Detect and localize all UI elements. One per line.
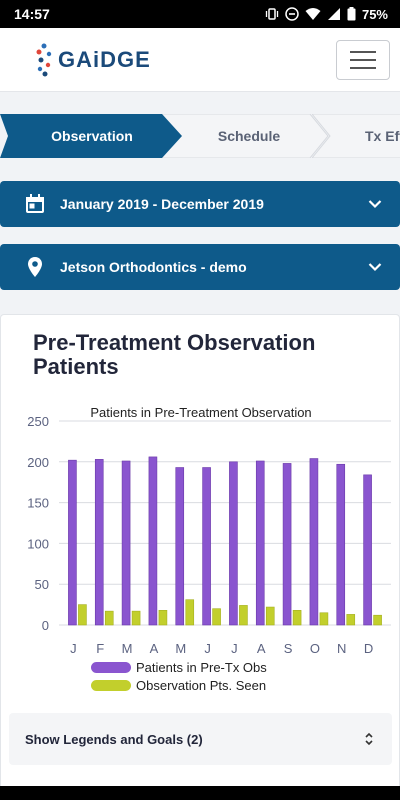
x-tick-label: F [96, 641, 104, 656]
bar-pre-tx-obs [336, 463, 346, 626]
chart-card: Pre-Treatment Observation Patients Patie… [0, 314, 400, 800]
x-tick-label: O [310, 641, 320, 656]
y-tick-label: 150 [27, 496, 49, 511]
y-tick-label: 50 [35, 577, 49, 592]
show-legends-toggle[interactable]: Show Legends and Goals (2) [9, 713, 392, 765]
battery-icon [347, 7, 356, 21]
location-value: Jetson Orthodontics - demo [60, 259, 247, 275]
bar-obs-seen [212, 608, 221, 626]
tab-label: Tx Eff [365, 128, 400, 144]
bar-obs-seen [104, 610, 114, 626]
tab-observation[interactable]: Observation [0, 114, 184, 158]
wifi-icon [305, 8, 321, 20]
logo-text: GAiDGE [58, 46, 151, 72]
bar-pre-tx-obs [68, 459, 77, 626]
tab-label: Observation [51, 128, 133, 144]
chart-title: Patients in Pre-Treatment Observation [90, 405, 311, 420]
menu-line [350, 58, 376, 61]
x-tick-label: D [364, 641, 373, 656]
chevron-down-icon [368, 200, 382, 209]
bar-obs-seen [265, 606, 275, 626]
x-tick-label: N [337, 641, 346, 656]
bar-obs-seen [346, 614, 356, 626]
x-tick-label: S [284, 641, 293, 656]
vibrate-icon [265, 8, 279, 20]
x-tick-label: M [175, 641, 186, 656]
tab-label: Schedule [217, 128, 281, 144]
legend-swatch [91, 680, 131, 691]
menu-line [350, 50, 376, 53]
x-tick-label: A [150, 641, 159, 656]
bar-obs-seen [373, 614, 382, 626]
bar-pre-tx-obs [94, 459, 104, 626]
location-dropdown[interactable]: Jetson Orthodontics - demo [0, 244, 400, 290]
x-tick-label: M [122, 641, 133, 656]
system-navigation-bar [0, 786, 400, 800]
y-tick-label: 0 [42, 618, 49, 633]
bar-obs-seen [78, 604, 87, 626]
date-range-dropdown[interactable]: January 2019 - December 2019 [0, 181, 400, 227]
bar-obs-seen [319, 612, 329, 626]
bar-pre-tx-obs [282, 463, 292, 626]
bar-pre-tx-obs [148, 456, 158, 626]
app-header: GAiDGE [0, 28, 400, 92]
bar-pre-tx-obs [229, 461, 238, 626]
legend-label: Observation Pts. Seen [136, 678, 266, 693]
menu-line [350, 66, 376, 69]
bar-pre-tx-obs [255, 460, 265, 626]
x-tick-label: A [257, 641, 266, 656]
signal-icon [327, 8, 340, 20]
bar-pre-tx-obs [202, 467, 211, 626]
x-tick-label: J [231, 641, 238, 656]
tab-schedule[interactable]: Schedule [160, 114, 330, 158]
y-tick-label: 100 [27, 536, 49, 551]
status-bar: 14:57 75% [0, 0, 400, 28]
bar-chart: Patients in Pre-Treatment Observation 0 50… [27, 405, 391, 693]
logo[interactable]: GAiDGE [36, 43, 151, 77]
expand-collapse-icon [365, 732, 373, 746]
bar-obs-seen [239, 605, 248, 626]
legend-label: Patients in Pre-Tx Obs [136, 660, 267, 675]
calendar-icon [26, 194, 44, 213]
step-tabs: Schedule Tx Eff Observation [0, 114, 400, 158]
legend-swatch [91, 662, 131, 673]
x-tick-label: J [204, 641, 211, 656]
status-time: 14:57 [14, 6, 50, 22]
bar-pre-tx-obs [121, 460, 131, 626]
bar-obs-seen [158, 610, 168, 626]
location-pin-icon [28, 257, 42, 277]
show-legends-label: Show Legends and Goals (2) [25, 731, 203, 747]
hamburger-menu-button[interactable] [336, 39, 390, 80]
logo-mark-icon [36, 43, 52, 76]
y-tick-label: 200 [27, 455, 49, 470]
bar-pre-tx-obs [309, 458, 319, 626]
status-icons: 75% [265, 7, 388, 22]
battery-percent: 75% [361, 6, 388, 22]
bar-pre-tx-obs [175, 467, 185, 626]
date-range-value: January 2019 - December 2019 [60, 196, 264, 212]
bar-pre-tx-obs [363, 474, 372, 626]
chevron-down-icon [368, 263, 382, 272]
x-tick-label: J [70, 641, 77, 656]
do-not-disturb-icon [285, 7, 299, 21]
y-tick-label: 250 [27, 414, 49, 429]
bar-obs-seen [131, 610, 141, 626]
card-title: Pre-Treatment Observation Patients [33, 330, 316, 379]
bar-obs-seen [292, 610, 302, 626]
tab-tx-eff[interactable]: Tx Eff [312, 114, 400, 158]
bar-obs-seen [185, 599, 195, 626]
